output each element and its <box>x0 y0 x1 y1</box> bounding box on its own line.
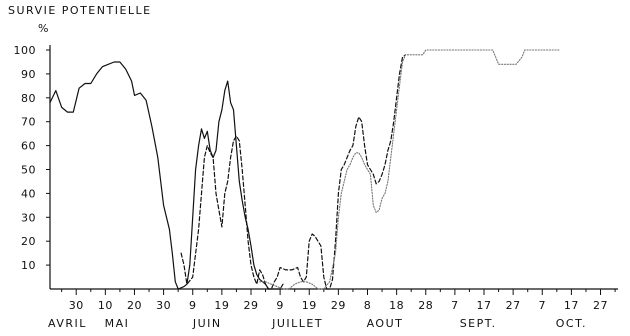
x-tick-label: 29 <box>331 299 346 312</box>
y-tick-label: 50 <box>21 164 36 177</box>
y-tick-label: 70 <box>21 116 36 129</box>
series-line-dotted <box>259 49 561 290</box>
month-label: JUILLET <box>271 317 323 330</box>
chart-title: SURVIE POTENTIELLE <box>8 4 152 17</box>
x-tick-label: 28 <box>418 299 433 312</box>
series-line-dashed <box>180 54 406 290</box>
x-tick-label: 17 <box>564 299 579 312</box>
x-tick-label: 18 <box>389 299 404 312</box>
y-tick-label: 20 <box>21 235 36 248</box>
x-tick-label: 9 <box>189 299 197 312</box>
month-label: MAI <box>105 317 130 330</box>
x-tick-label: 30 <box>156 299 171 312</box>
month-label: JUIN <box>192 317 222 330</box>
y-tick-label: 10 <box>21 259 36 272</box>
month-label: AVRIL <box>48 317 87 330</box>
month-label: OCT. <box>556 317 587 330</box>
y-tick-label: 80 <box>21 92 36 105</box>
x-tick-label: 30 <box>69 299 84 312</box>
y-tick-label: 40 <box>21 187 36 200</box>
x-tick-label: 17 <box>477 299 492 312</box>
x-axis: 30 10 20 30 9 19 29 9 19 29 8 18 28 7 17 27 7 17 27 <box>50 288 618 312</box>
x-tick-label: 27 <box>593 299 608 312</box>
month-label: SEPT. <box>460 317 497 330</box>
x-tick-label: 20 <box>127 299 142 312</box>
y-axis-unit-label: % <box>38 22 49 35</box>
y-tick-label: 30 <box>21 211 36 224</box>
series-line-solid <box>49 61 284 290</box>
y-tick-label: 60 <box>21 140 36 153</box>
x-tick-label: 27 <box>506 299 521 312</box>
x-tick-label: 8 <box>364 299 372 312</box>
month-labels: AVRIL MAI JUIN JUILLET AOUT SEPT. OCT. <box>48 317 587 330</box>
x-tick-label: 19 <box>214 299 229 312</box>
x-tick-label: 7 <box>539 299 547 312</box>
x-tick-label: 9 <box>276 299 284 312</box>
y-axis: 10 20 30 40 50 60 70 80 90 100 <box>14 44 51 289</box>
x-tick-label: 10 <box>98 299 113 312</box>
series-layer <box>49 49 561 290</box>
y-tick-label: 90 <box>21 68 36 81</box>
y-tick-label: 100 <box>14 44 37 57</box>
x-tick-label: 19 <box>302 299 317 312</box>
x-tick-label: 29 <box>243 299 258 312</box>
month-label: AOUT <box>367 317 404 330</box>
x-tick-label: 7 <box>451 299 459 312</box>
